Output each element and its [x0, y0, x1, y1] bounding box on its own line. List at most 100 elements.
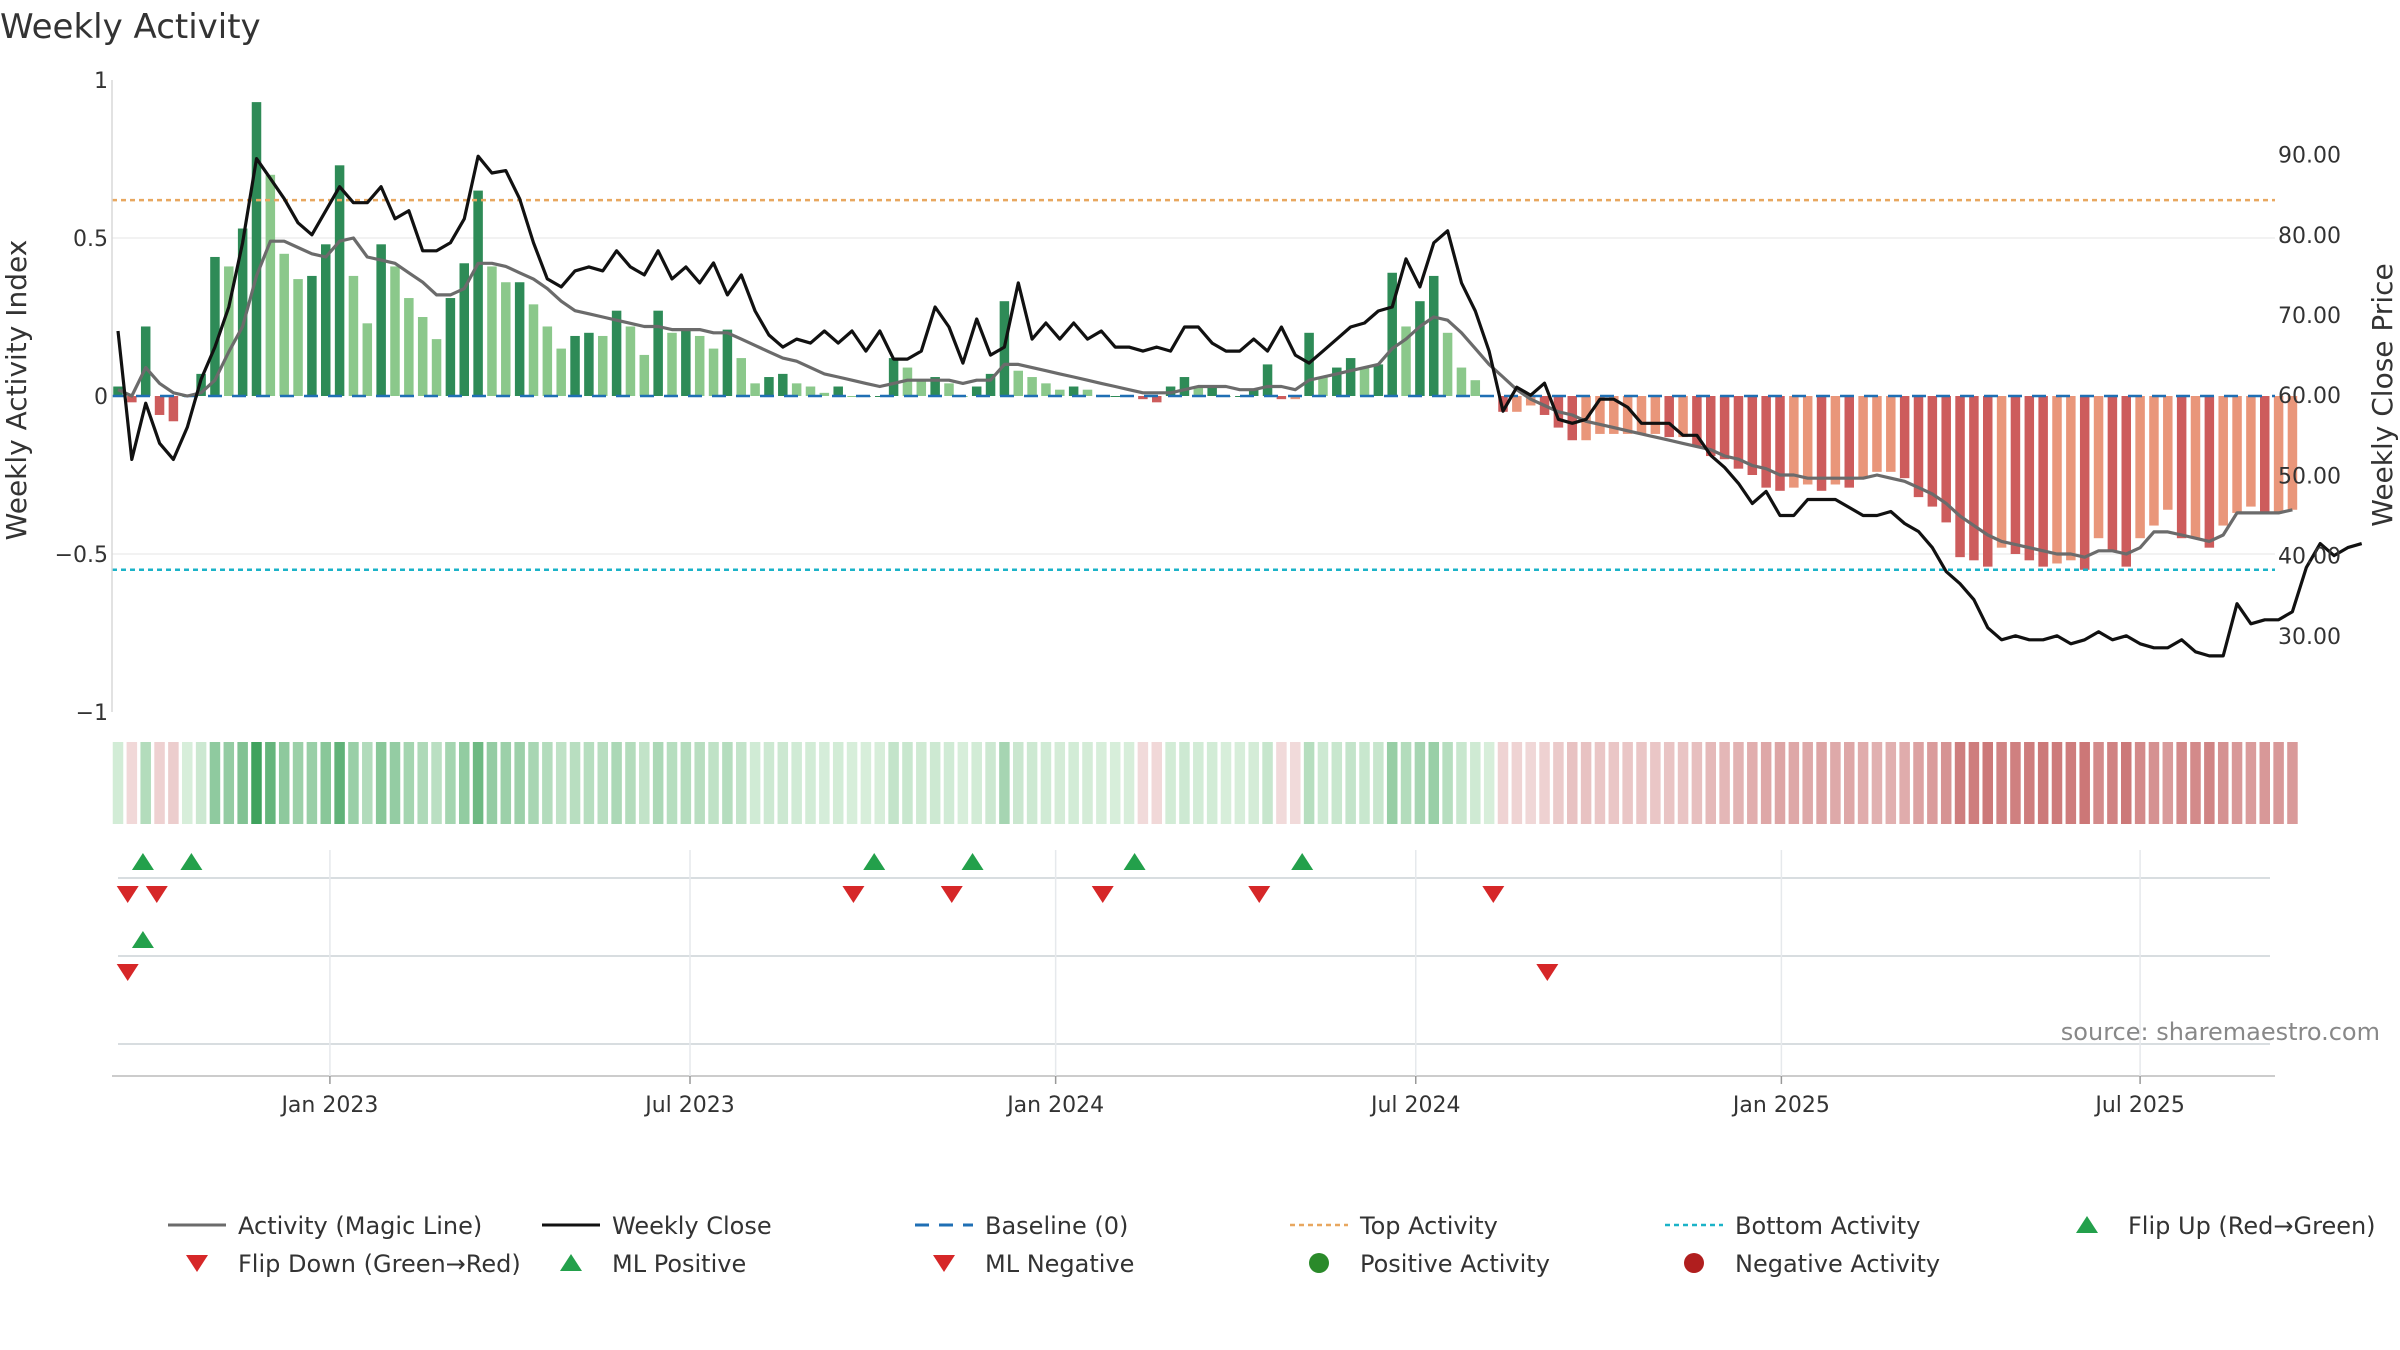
activity-bar: [459, 263, 469, 396]
heat-cell: [1193, 742, 1204, 824]
heat-cell: [251, 742, 262, 824]
flip-up-marker: [961, 853, 984, 870]
legend-label: Flip Down (Green→Red): [238, 1250, 521, 1278]
heat-cell: [1165, 742, 1176, 824]
activity-bar: [1706, 396, 1716, 457]
heat-cell: [749, 742, 761, 824]
activity-bar: [1747, 396, 1758, 475]
heat-cell: [1206, 742, 1218, 824]
heat-cell: [846, 742, 858, 824]
activity-bar: [736, 358, 746, 396]
heat-cell: [278, 742, 290, 824]
heat-cell: [625, 742, 636, 824]
heat-cell: [486, 742, 498, 824]
heat-cell: [1054, 742, 1066, 824]
heat-cell: [1594, 742, 1606, 824]
activity-bar: [1733, 396, 1744, 469]
heat-cell: [929, 742, 941, 824]
right-tick-label: 70.00: [2278, 304, 2341, 329]
activity-bar: [1082, 389, 1093, 396]
activity-bar: [2079, 396, 2090, 570]
legend-label: ML Negative: [985, 1250, 1134, 1278]
heat-cell: [708, 742, 719, 824]
activity-bar: [307, 275, 317, 396]
heat-cell: [805, 742, 816, 824]
heat-cell: [736, 742, 747, 824]
heat-cell: [916, 742, 927, 824]
heat-cell: [2024, 742, 2035, 824]
legend-label: Top Activity: [1359, 1212, 1498, 1240]
legend-item: Activity (Magic Line): [168, 1212, 482, 1240]
heat-cell: [1470, 742, 1481, 824]
activity-bar: [321, 244, 331, 396]
heat-cell: [1760, 742, 1772, 824]
activity-bar: [1359, 367, 1370, 396]
heat-cell: [1414, 742, 1426, 824]
heat-cell: [2010, 742, 2021, 824]
activity-bar: [390, 266, 400, 396]
activity-bar: [279, 253, 289, 396]
heat-cell: [528, 742, 539, 824]
legend-item: Baseline (0): [915, 1212, 1128, 1240]
activity-bar: [431, 339, 442, 396]
heat-cell: [1968, 742, 1980, 824]
heat-cell: [1179, 742, 1190, 824]
heat-cell: [2148, 742, 2160, 824]
heat-cell: [500, 742, 512, 824]
heat-cell: [1927, 742, 1938, 824]
heat-cell: [1262, 742, 1273, 824]
activity-bar: [1262, 364, 1273, 396]
activity-bar: [2190, 396, 2201, 539]
heat-cell: [1096, 742, 1107, 824]
heat-cell: [1996, 742, 2007, 824]
heat-cell: [1940, 742, 1952, 824]
heat-cell: [874, 742, 885, 824]
right-tick-label: 50.00: [2278, 464, 2341, 489]
heat-cell: [1483, 742, 1495, 824]
heat-cell: [1954, 742, 1966, 824]
legend-swatch: [560, 1254, 582, 1271]
heat-cell: [348, 742, 359, 824]
heat-cell: [555, 742, 567, 824]
legend-label: Positive Activity: [1360, 1250, 1550, 1278]
activity-bar: [1664, 396, 1674, 438]
heat-cell: [2273, 742, 2284, 824]
activity-bar: [542, 326, 553, 396]
date-tick-label: Jan 2024: [1005, 1093, 1104, 1118]
heat-cell: [777, 742, 789, 824]
left-tick-label: −1: [76, 701, 108, 726]
heat-cell: [1788, 742, 1800, 824]
activity-bar: [1235, 396, 1245, 397]
activity-bar: [611, 310, 622, 396]
heat-cell: [639, 742, 650, 824]
legend: Activity (Magic Line) Weekly Close Baselin…: [168, 1212, 2376, 1278]
activity-bar: [875, 396, 885, 397]
heat-cell: [1650, 742, 1661, 824]
heat-cell: [1331, 742, 1343, 824]
heat-cell: [292, 742, 304, 824]
flip-markers: [116, 853, 2270, 1045]
activity-bar: [2066, 396, 2076, 561]
heat-cell: [569, 742, 581, 824]
activity-bar: [1512, 396, 1522, 412]
heat-cell: [985, 742, 996, 824]
flip-down-marker: [1091, 886, 1114, 903]
activity-bar: [1276, 396, 1287, 400]
heat-cell: [1774, 742, 1786, 824]
activity-bar: [237, 228, 248, 396]
activity-bar: [791, 383, 802, 396]
heat-cell: [902, 742, 913, 824]
activity-bar: [667, 332, 677, 396]
activity-bar: [140, 326, 151, 396]
legend-label: Baseline (0): [985, 1212, 1128, 1240]
heat-cell: [223, 742, 235, 824]
heat-cell: [832, 742, 844, 824]
activity-bar: [1567, 396, 1577, 441]
activity-bar: [1899, 396, 1910, 479]
activity-bar: [1013, 370, 1023, 396]
activity-bar: [2052, 396, 2062, 564]
activity-bar: [1969, 396, 1979, 561]
heat-cell: [1317, 742, 1329, 824]
heat-cell: [1234, 742, 1246, 824]
